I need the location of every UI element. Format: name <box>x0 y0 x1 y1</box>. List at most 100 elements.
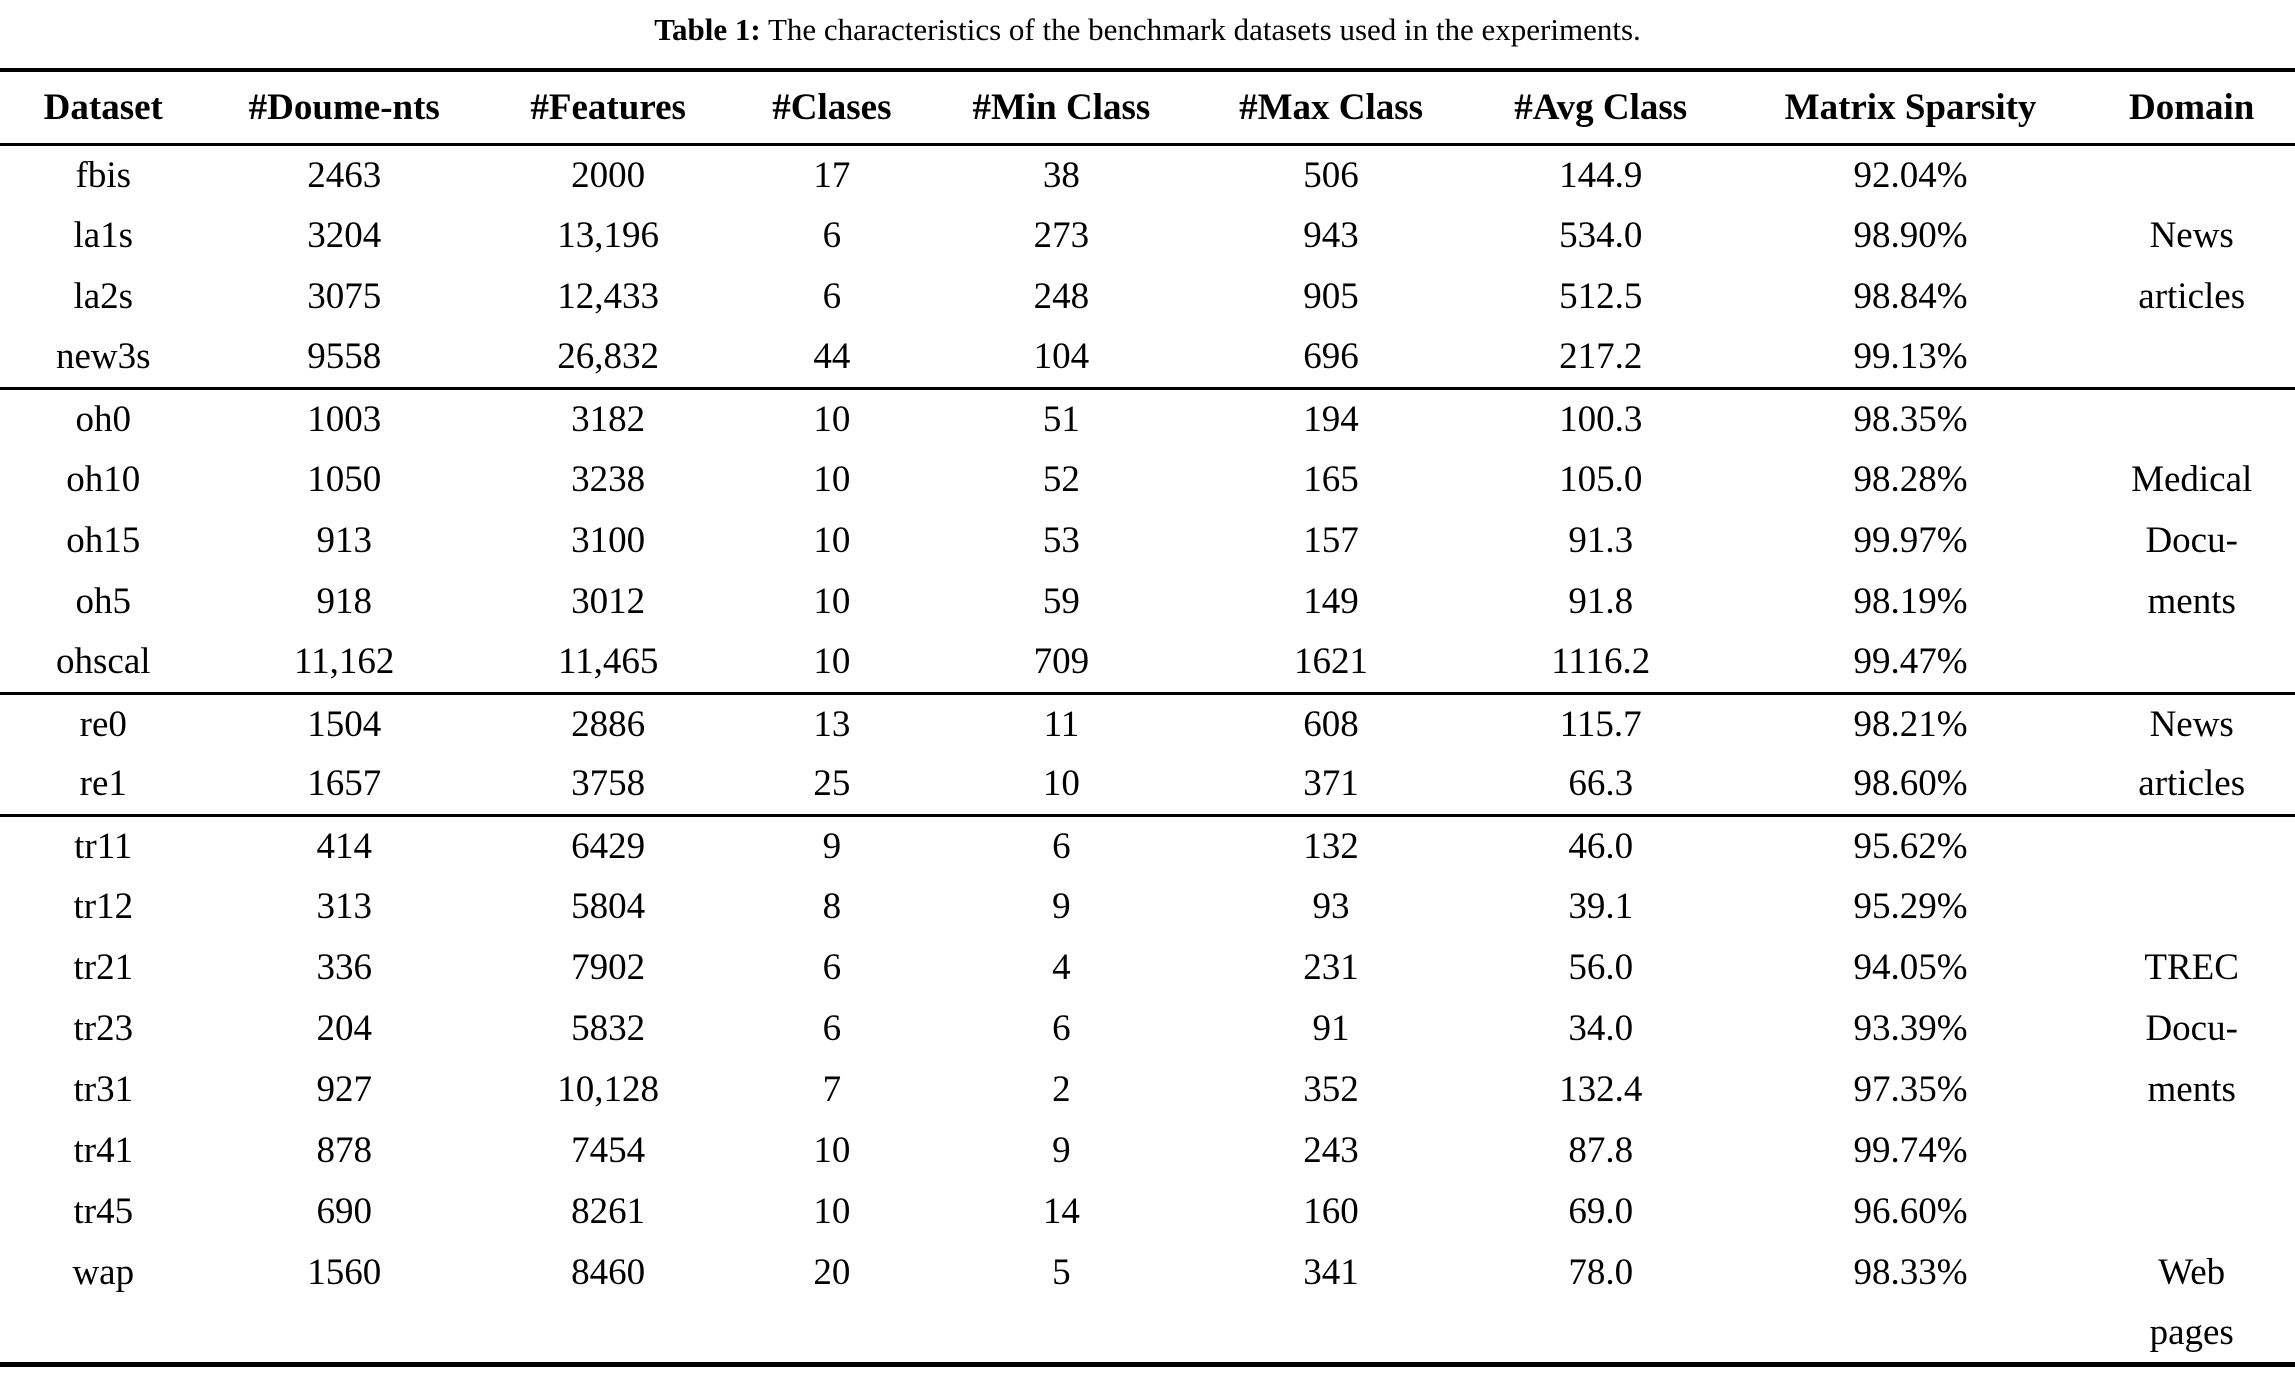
cell <box>1469 1303 1733 1364</box>
column-header: #Min Class <box>972 86 1151 128</box>
cell: 99.47% <box>1853 641 1968 683</box>
column-header: #Features <box>530 86 686 128</box>
cell: 132 <box>1303 825 1359 867</box>
cell: oh0 <box>75 398 132 440</box>
cell: 144.9 <box>1559 154 1643 196</box>
cell: 2000 <box>571 154 646 196</box>
cell: 6 <box>822 276 842 317</box>
cell: 3075 <box>307 276 382 317</box>
table-group-1: fbis 2463 2000 17 38 506 144.9 92.04% la1s 3204 13… <box>0 144 2295 388</box>
table-row-tr45: tr45 690 8261 10 14 160 69.0 96.60% <box>0 1181 2295 1242</box>
cell: 98.35% <box>1853 398 1968 440</box>
cell: 336 <box>316 947 372 988</box>
cell: 6429 <box>571 825 646 867</box>
cell: 96.60% <box>1853 1191 1968 1232</box>
cell: 13,196 <box>557 215 660 256</box>
cell: 927 <box>316 1069 372 1110</box>
cell: 878 <box>316 1130 372 1171</box>
cell <box>734 1303 929 1364</box>
cell: 6 <box>822 947 842 988</box>
cell: 2463 <box>307 154 382 196</box>
column-header: Matrix Sparsity <box>1784 86 2037 128</box>
cell: 9 <box>1052 886 1071 927</box>
cell: 5832 <box>571 1008 646 1049</box>
cell: 6 <box>1052 1008 1071 1049</box>
cell <box>207 1303 482 1364</box>
cell: 98.90% <box>1853 215 1968 256</box>
cell: tr41 <box>73 1130 134 1171</box>
cell <box>2088 632 2295 693</box>
cell: 132.4 <box>1559 1069 1643 1110</box>
cell: 69.0 <box>1568 1191 1634 1232</box>
cell: 6 <box>1052 825 1071 867</box>
table-row-oh10: oh10 1050 3238 10 52 165 105.0 98.28% Medical <box>0 449 2295 510</box>
cell: 10 <box>813 398 851 440</box>
table-header: Dataset #Doume-nts #Features #Clases #Min Cl… <box>0 70 2295 144</box>
cell: News <box>2149 215 2234 256</box>
cell: 99.13% <box>1853 336 1968 378</box>
cell: 6 <box>822 1008 842 1049</box>
table-row-re1: re1 1657 3758 25 10 371 66.3 98.60% articles <box>0 754 2295 815</box>
cell: 53 <box>1042 520 1080 561</box>
cell: 10,128 <box>557 1069 660 1110</box>
cell: articles <box>2138 763 2246 805</box>
cell: 2886 <box>571 703 646 745</box>
cell: 1621 <box>1294 641 1369 683</box>
cell <box>2088 388 2295 449</box>
table-row-tr41: tr41 878 7454 10 9 243 87.8 99.74% <box>0 1120 2295 1181</box>
cell: 8261 <box>571 1191 646 1232</box>
cell: 94.05% <box>1853 947 1968 988</box>
cell: 3204 <box>307 215 382 256</box>
cell: tr12 <box>73 886 134 927</box>
cell: 506 <box>1303 154 1359 196</box>
cell: 3012 <box>571 581 646 622</box>
cell: oh15 <box>66 520 141 561</box>
cell: 39.1 <box>1568 886 1634 927</box>
cell: 7 <box>822 1069 842 1110</box>
cell: 8460 <box>571 1252 646 1293</box>
cell: 12,433 <box>557 276 660 317</box>
cell: 10 <box>813 459 851 500</box>
cell: re0 <box>79 703 127 745</box>
table-group-4: tr11 414 6429 9 6 132 46.0 95.62% tr12 313 5804 8 9 9… <box>0 815 2295 1364</box>
column-header: #Avg Class <box>1514 86 1688 128</box>
table-row-oh15: oh15 913 3100 10 53 157 91.3 99.97% Docu- <box>0 510 2295 571</box>
cell: 11,465 <box>557 641 659 683</box>
cell: la2s <box>73 276 134 317</box>
cell: pages <box>2149 1311 2234 1353</box>
datasets-table: Dataset #Doume-nts #Features #Clases #Min Cl… <box>0 68 2295 1367</box>
table-row-tr21: tr21 336 7902 6 4 231 56.0 94.05% TREC <box>0 937 2295 998</box>
cell: 8 <box>822 886 842 927</box>
cell: 512.5 <box>1559 276 1643 317</box>
column-header: #Doume-nts <box>248 86 440 128</box>
cell: 104 <box>1033 336 1090 378</box>
cell: ohscal <box>56 641 151 683</box>
cell: re1 <box>79 763 127 805</box>
cell: 93.39% <box>1853 1008 1968 1049</box>
cell: tr31 <box>73 1069 134 1110</box>
cell: 100.3 <box>1559 398 1643 440</box>
table-row-ohscal: ohscal 11,162 11,465 10 709 1621 1116.2 99.47% <box>0 632 2295 693</box>
cell: 97.35% <box>1853 1069 1968 1110</box>
cell: 10 <box>813 1130 851 1171</box>
table-row-continuation: pages <box>0 1303 2295 1364</box>
cell: 95.62% <box>1853 825 1968 867</box>
cell: 56.0 <box>1568 947 1634 988</box>
cell: 13 <box>813 703 851 745</box>
cell <box>929 1303 1193 1364</box>
cell: 217.2 <box>1559 336 1643 378</box>
cell: 7454 <box>571 1130 646 1171</box>
cell: 91 <box>1312 1008 1350 1049</box>
cell: 91.3 <box>1568 520 1634 561</box>
cell: 99.97% <box>1853 520 1968 561</box>
cell: 1560 <box>307 1252 382 1293</box>
cell: TREC <box>2144 947 2239 988</box>
table-row-la2s: la2s 3075 12,433 6 248 905 512.5 98.84% articles <box>0 266 2295 327</box>
cell: 6 <box>822 215 842 256</box>
cell: ments <box>2147 1069 2236 1110</box>
table-header-row: Dataset #Doume-nts #Features #Clases #Min Cl… <box>0 70 2295 144</box>
cell: 1050 <box>307 459 382 500</box>
cell: 1116.2 <box>1551 641 1651 683</box>
cell: tr45 <box>73 1191 134 1232</box>
